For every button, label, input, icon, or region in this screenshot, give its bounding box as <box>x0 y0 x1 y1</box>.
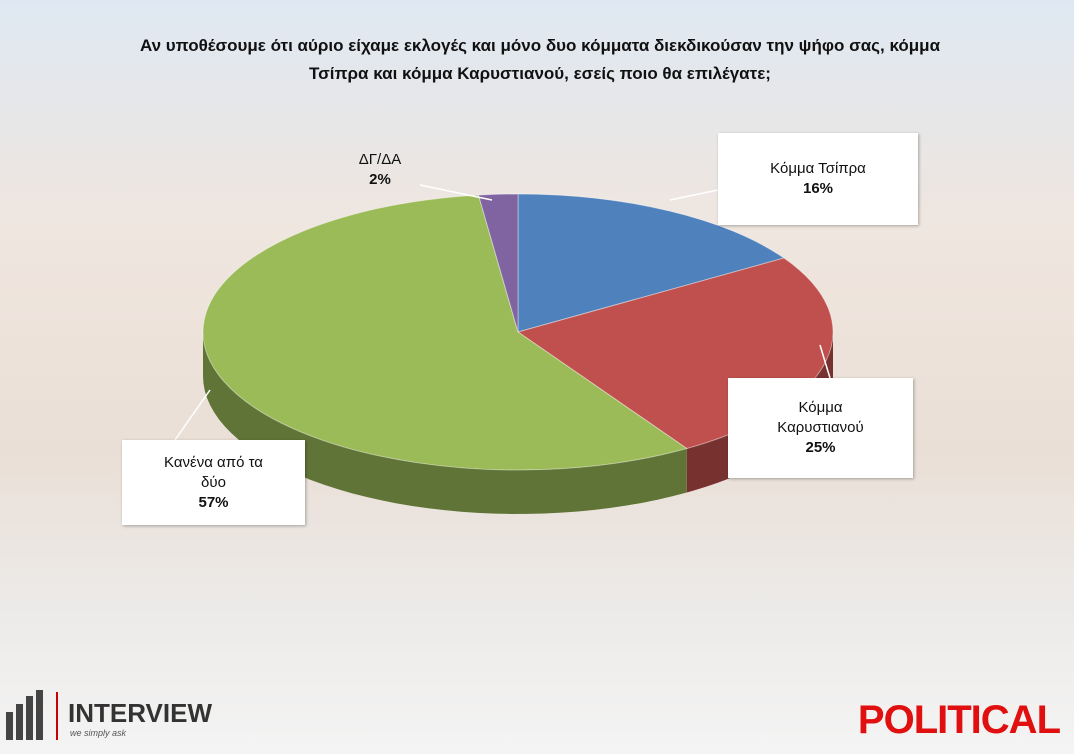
leader-line <box>419 184 493 201</box>
label-value: 2% <box>369 171 391 188</box>
label-value: 16% <box>802 180 834 197</box>
label-name: Κόμμα Τσίπρα <box>770 160 866 177</box>
label-name: ΔΓ/ΔΑ <box>358 151 402 168</box>
logo-tagline: we simply ask <box>70 728 127 738</box>
leader-line <box>819 344 831 379</box>
slice <box>202 194 688 471</box>
data-label: Κανένα από τα δύο 57% <box>122 440 305 525</box>
logo-political: POLITICAL <box>857 698 1061 742</box>
slice-side <box>686 332 833 493</box>
leader-line <box>669 189 719 201</box>
chart-title: Αν υποθέσουμε ότι αύριο είχαμε εκλογές κ… <box>139 36 941 83</box>
slice-side <box>203 332 687 514</box>
data-label: ΔΓ/ΔΑ 2% <box>340 150 420 195</box>
slice <box>477 193 519 333</box>
label-name: Κόμμα Καρυστιανού <box>777 399 864 436</box>
logo-interview: INTERVIEW <box>68 698 212 728</box>
data-label: Κόμμα Τσίπρα 16% <box>718 133 918 225</box>
label-value: 57% <box>198 493 229 511</box>
slice <box>517 193 786 333</box>
data-label: Κόμμα Καρυστιανού 25% <box>728 378 913 478</box>
label-value: 25% <box>805 439 836 456</box>
logo-bars <box>6 690 58 740</box>
leader-line <box>174 389 211 441</box>
label-name: Κανένα από τα δύο <box>164 453 263 491</box>
